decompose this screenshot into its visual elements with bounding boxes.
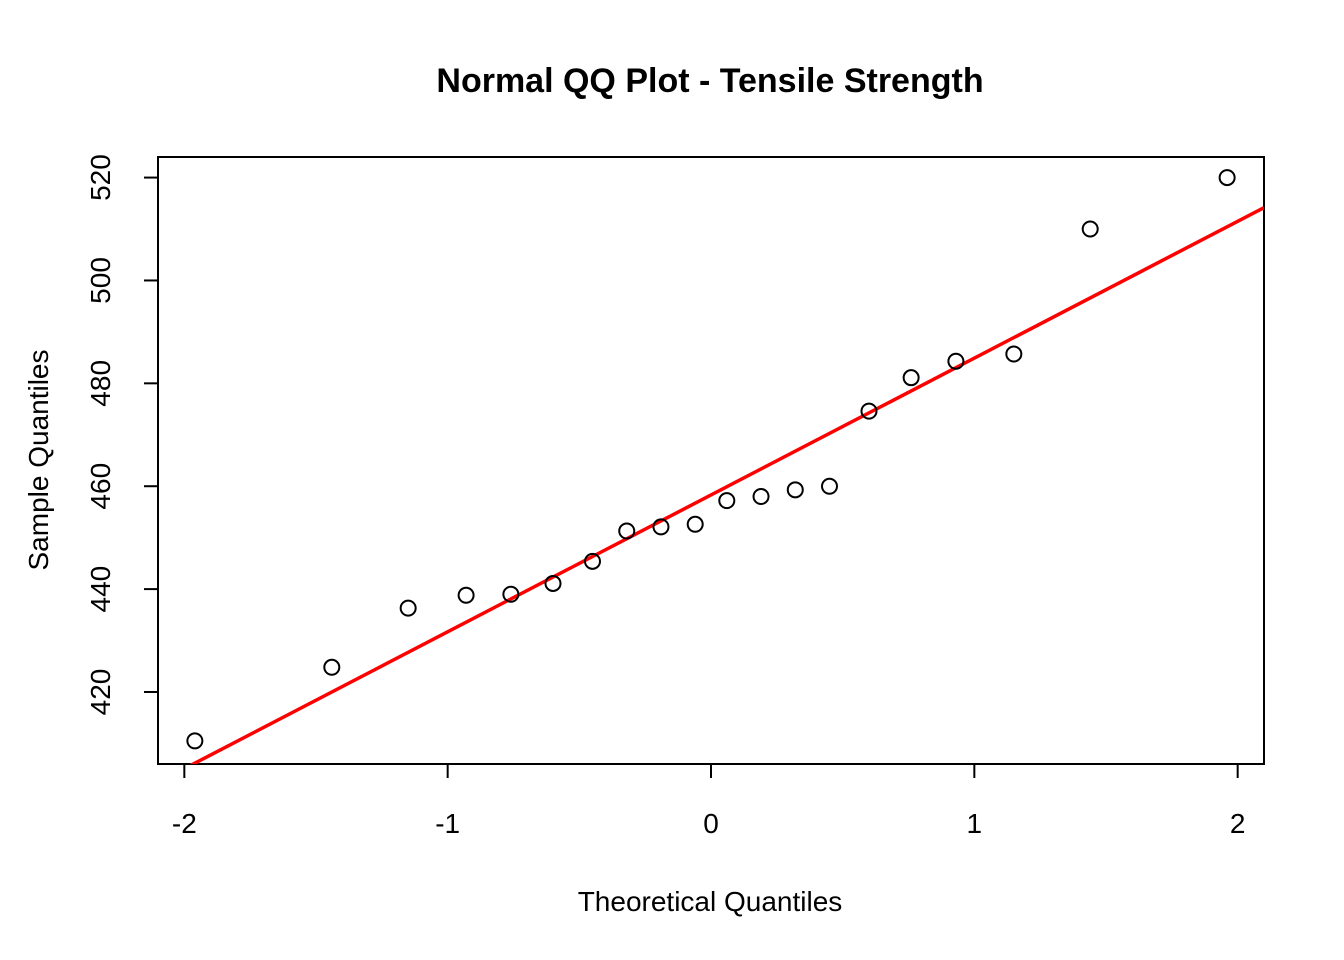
- data-point: [652, 518, 670, 536]
- x-tick-label: 1: [967, 808, 983, 839]
- points-layer: [186, 169, 1236, 750]
- data-point: [786, 481, 804, 499]
- x-tick-label: -1: [435, 808, 460, 839]
- chart-title: Normal QQ Plot - Tensile Strength: [436, 62, 983, 100]
- data-point: [502, 585, 520, 603]
- x-tick-label: -2: [172, 808, 197, 839]
- y-axis-label: Sample Quantiles: [23, 349, 54, 570]
- data-point: [457, 586, 475, 604]
- x-tick-label: 0: [703, 808, 719, 839]
- reference-line: [189, 206, 1264, 764]
- data-point: [686, 515, 704, 533]
- plot-frame: [157, 156, 1265, 765]
- data-point: [1081, 220, 1099, 238]
- x-axis: -2 -1 0 1 2: [172, 763, 1246, 839]
- y-tick-label: 480: [85, 360, 116, 407]
- data-point: [718, 492, 736, 510]
- data-point: [1005, 345, 1023, 363]
- x-axis-label: Theoretical Quantiles: [578, 886, 843, 917]
- data-point: [323, 658, 341, 676]
- data-point: [947, 352, 965, 370]
- x-tick-label: 2: [1230, 808, 1246, 839]
- data-point: [1218, 169, 1236, 187]
- data-point: [584, 552, 601, 570]
- data-point: [860, 402, 878, 420]
- data-point: [752, 488, 770, 506]
- reference-line-layer: [189, 206, 1264, 764]
- data-point: [902, 369, 920, 387]
- y-tick-label: 440: [85, 566, 116, 613]
- y-tick-label: 460: [85, 463, 116, 510]
- data-point: [618, 522, 636, 540]
- y-tick-label: 500: [85, 257, 116, 304]
- data-point: [544, 574, 562, 592]
- data-point: [186, 732, 204, 750]
- y-axis: 420 440 460 480 500 520: [85, 154, 159, 716]
- data-point: [399, 599, 417, 617]
- y-tick-label: 420: [85, 669, 116, 716]
- y-tick-label: 520: [85, 154, 116, 201]
- data-point: [821, 477, 838, 495]
